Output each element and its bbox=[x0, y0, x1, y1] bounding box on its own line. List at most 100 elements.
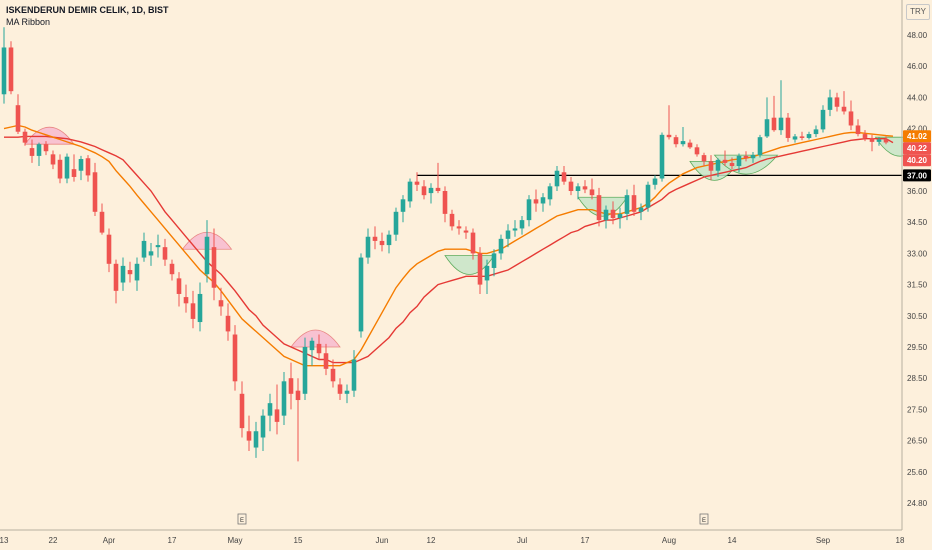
x-tick-label: 22 bbox=[49, 536, 58, 545]
candle bbox=[29, 139, 35, 163]
candle-body bbox=[764, 119, 770, 137]
candle bbox=[43, 141, 49, 156]
candle-body bbox=[561, 172, 567, 182]
candle bbox=[71, 154, 77, 182]
candle bbox=[589, 178, 595, 200]
candle-body bbox=[162, 247, 168, 260]
candle bbox=[358, 253, 364, 338]
candle-body bbox=[533, 199, 539, 204]
candle-body bbox=[218, 300, 224, 307]
candle-body bbox=[743, 155, 749, 159]
candle bbox=[687, 139, 693, 149]
candle bbox=[50, 150, 56, 170]
candle-body bbox=[253, 431, 259, 448]
candle bbox=[645, 181, 651, 212]
price-label-box bbox=[903, 142, 931, 155]
candle-body bbox=[169, 263, 175, 275]
candle-body bbox=[36, 144, 42, 156]
candle bbox=[176, 272, 182, 307]
candle-body bbox=[239, 393, 245, 429]
candle-body bbox=[645, 184, 651, 208]
candle-body bbox=[575, 186, 581, 191]
price-labels: 41.02 40.22 40.20 37.00 bbox=[903, 130, 931, 182]
earnings-marker-box bbox=[237, 513, 247, 525]
candle bbox=[841, 91, 847, 115]
candle-body bbox=[547, 186, 553, 200]
candle bbox=[547, 183, 553, 206]
currency-button[interactable]: TRY bbox=[906, 4, 930, 20]
fast-ma-line bbox=[3, 124, 894, 367]
candle bbox=[232, 325, 238, 391]
candle bbox=[302, 337, 308, 401]
candle bbox=[372, 226, 378, 250]
candle-body bbox=[848, 111, 854, 126]
indicator-label[interactable]: MA Ribbon bbox=[6, 17, 51, 27]
candle bbox=[400, 195, 406, 223]
candle-body bbox=[554, 170, 560, 187]
candle bbox=[15, 94, 21, 135]
candle bbox=[113, 259, 119, 304]
candle bbox=[85, 155, 91, 182]
candle-body bbox=[1, 47, 7, 95]
candle bbox=[8, 41, 14, 95]
candle bbox=[827, 89, 833, 117]
candle-body bbox=[141, 240, 147, 258]
candle bbox=[680, 127, 686, 147]
candle-body bbox=[176, 278, 182, 294]
y-tick-label: 31.50 bbox=[907, 281, 928, 290]
candle-body bbox=[85, 158, 91, 176]
candle bbox=[456, 220, 462, 235]
candle bbox=[617, 207, 623, 229]
candle bbox=[624, 189, 630, 221]
slow-ma-line bbox=[4, 135, 894, 364]
candle bbox=[309, 337, 315, 366]
candle bbox=[491, 249, 497, 277]
y-tick-label: 44.00 bbox=[907, 93, 928, 102]
candle bbox=[722, 150, 728, 167]
candle-body bbox=[232, 334, 238, 382]
candle-body bbox=[512, 228, 518, 231]
candle bbox=[330, 359, 336, 388]
candle bbox=[204, 220, 210, 283]
price-label-box bbox=[903, 130, 931, 143]
candle-body bbox=[722, 159, 728, 163]
candle bbox=[365, 228, 371, 264]
candle-body bbox=[43, 144, 49, 152]
candle bbox=[533, 189, 539, 212]
candle-body bbox=[379, 240, 385, 246]
price-label-text: 40.20 bbox=[907, 156, 928, 165]
candle-body bbox=[127, 270, 133, 275]
candle bbox=[407, 178, 413, 208]
x-tick-label: Sep bbox=[816, 536, 831, 545]
candle bbox=[869, 134, 875, 152]
candle-body bbox=[582, 186, 588, 190]
candle bbox=[771, 95, 777, 132]
candle-body bbox=[71, 169, 77, 177]
candle bbox=[120, 257, 126, 291]
candle bbox=[834, 92, 840, 112]
candle bbox=[526, 195, 532, 227]
price-label-text: 40.22 bbox=[907, 144, 928, 153]
candle-body bbox=[729, 162, 735, 167]
earnings-marker-box bbox=[699, 513, 709, 525]
candle-body bbox=[64, 156, 70, 179]
candle bbox=[274, 384, 280, 435]
candle-body bbox=[120, 265, 126, 283]
candle bbox=[106, 228, 112, 273]
candle-body bbox=[365, 236, 371, 258]
candle bbox=[162, 238, 168, 266]
candle-body bbox=[393, 211, 399, 235]
candle-body bbox=[827, 97, 833, 110]
candle-body bbox=[92, 172, 98, 212]
candle bbox=[260, 409, 266, 451]
candle-body bbox=[211, 247, 217, 288]
candle-body bbox=[309, 340, 315, 351]
candle bbox=[323, 343, 329, 376]
candle bbox=[498, 234, 504, 260]
y-tick-label: 27.50 bbox=[907, 405, 928, 414]
candle bbox=[344, 384, 350, 404]
candle-body bbox=[260, 415, 266, 438]
candle bbox=[862, 130, 868, 142]
